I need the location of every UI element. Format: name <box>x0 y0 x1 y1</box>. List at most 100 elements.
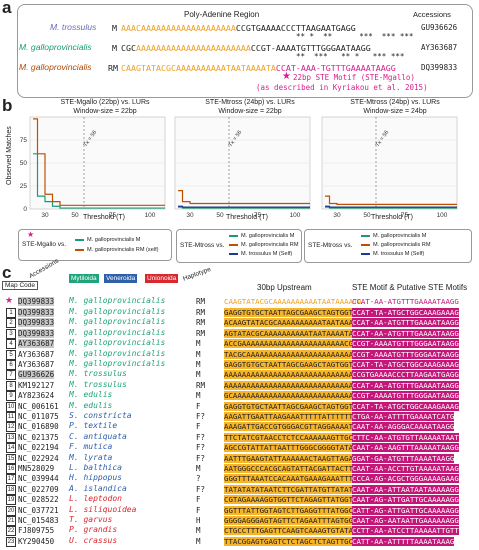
legend-item: M. trossulus M (Self) <box>229 251 292 257</box>
motif-seq: CTGA-AA-ATTTTGAAAATCATG <box>352 412 455 421</box>
motif-seq: CAAT-AG-ATTGATTGCAAAAAGG <box>352 495 459 505</box>
accession: AY363687 <box>18 349 55 359</box>
table-row: 16 MN528029 L. balthica M AATGGGCCCACGCAGTAT… <box>0 463 479 474</box>
table-row: 12 NC_016890 P. textile F AAAGATTGACCGTGGGAC… <box>0 421 479 433</box>
upstream-seq: TTCTATCGTAACCTCTCCAAAAAAGTTGCG <box>224 432 358 442</box>
legend-title: STE-Mgallo vs. <box>22 241 67 248</box>
upstream-seq: CGTAGAAAAGGTGGTTCTAGAGTTATGGTCT <box>224 495 362 505</box>
haplotype-label: F? <box>196 412 206 421</box>
upstream-seq: GGTTTATTGGTAGTCTTGAGGTTTATGGCT <box>224 505 358 515</box>
accession: FJ809755 <box>18 526 55 536</box>
series-line <box>33 118 165 206</box>
haplotype-header: Haplotype <box>182 265 212 283</box>
panel-letter-a: a <box>2 0 12 17</box>
x-tick-label: 75 <box>254 212 262 219</box>
map-code: 12 <box>6 422 16 433</box>
table-row: 11 NC_011075 S. constricta F? AAGATTGAATTAAG… <box>0 411 479 422</box>
table-row: 20 NC_037721 L. siliquoidea F GGTTTATTGGTAGT… <box>0 505 479 516</box>
table-row: 22 FJ809755 P. grandis M CTGCCTTTGAGTTCAAGTC… <box>0 525 479 537</box>
map-code-header: Map Code <box>2 281 38 290</box>
table-row: 2 DQ399833 M. galloprovincialis RM ACAAGTATA… <box>0 317 479 329</box>
motif-seq: CCAT-AA-ATGTTTGAAAATAAGG <box>352 380 459 390</box>
x-tick-label: 50 <box>71 212 79 219</box>
species-label: L. siliquoidea <box>69 504 137 514</box>
haplotype-label: M <box>196 360 201 369</box>
species-label: C. antiquata <box>69 431 127 441</box>
map-code: 11 <box>6 412 16 422</box>
accession: AY363687 <box>18 360 55 369</box>
accession: NC_022709 <box>18 484 59 494</box>
series-line <box>325 206 457 209</box>
map-code: 9 <box>6 391 16 402</box>
species-label: P. textile <box>69 421 118 431</box>
table-row: 4 AY363687 M. galloprovincialis M ACCGAAAAAA… <box>0 338 479 350</box>
motif-seq: CAAT-AA-ACCTTGTAAAAATAAG <box>352 464 459 473</box>
species-label: F. mutica <box>69 442 113 452</box>
haplotype-label: M <box>196 526 201 536</box>
table-row: 17 NC_039944 H. hippopus? GGGTTTAAATCCACAAA… <box>0 473 479 485</box>
upstream-seq: AGTATACGCAAAAAAAAAATAATAAAATACGC <box>224 328 367 338</box>
upstream-seq: AAAAAAAAAAAAAAAAAAAAAAAAAAAAA <box>224 370 354 380</box>
table-row: 10 NC_006161 M. edulis F GAGGTGTGCTAATTAGCGA… <box>0 401 479 412</box>
species-label: M. edulis <box>69 400 113 410</box>
x-tick-label: 30 <box>333 212 341 219</box>
star-icon: ★ <box>5 295 14 305</box>
haplotype-label: M <box>196 391 201 401</box>
map-code: 8 <box>6 380 16 391</box>
accession: NC_016890 <box>18 422 59 432</box>
haplotype-label: RM <box>196 318 206 328</box>
upstream-header: 30bp Upstream <box>257 283 312 292</box>
x-tick-label: 100 <box>437 212 448 219</box>
haplotype-label: M <box>196 349 201 359</box>
haplotype-label: F? <box>196 432 206 442</box>
x-tick-label: 75 <box>109 212 117 219</box>
map-code: 17 <box>6 474 16 485</box>
motif-seq: CCGT-AAAATGTTTGGGAATAAGG <box>352 339 459 349</box>
haplotype-label: F <box>196 495 201 505</box>
accession: AY363687 <box>421 43 458 52</box>
upstream-seq: TATATATATAATCTTCGATTATGTTATATA <box>224 484 358 494</box>
species-label: M. trossulus <box>69 379 127 389</box>
motif-seq: CCAT-TA-ATGCTGGCAAAGAAAG <box>352 308 459 317</box>
accession: KM192127 <box>18 380 55 390</box>
upstream-seq: AAGATTGAATTAAGAAATTTTTATTTTTTTT <box>224 412 362 421</box>
species-label: T. garvus <box>69 515 113 524</box>
legend-item: M. galloprovincialis M <box>75 237 140 243</box>
haplotype-label: M <box>112 23 117 33</box>
accession: AY823624 <box>18 391 55 401</box>
upstream-seq: AGCCGTATTATTAATTTGGGCGGGGTATA <box>224 443 354 453</box>
motif-seq: CATT-AA-ATTTTTAAAATAAAG <box>352 536 455 546</box>
upstream-seq: ACAAGTATACGCAAAAAAAAAATAATAAAATA <box>224 318 367 328</box>
accession: GU936626 <box>18 370 55 380</box>
motif-seq: CCAT-AA-ATGTTTGAAAATAAGG <box>352 318 459 328</box>
chart-subtitle: Window-size = 22bp <box>218 108 282 115</box>
legend-item: M. trossulus M (Self) <box>361 251 424 257</box>
species-label: M. galloprovincialis <box>19 62 92 72</box>
table-row: 13 NC_021375 C. antiquata F? TTCTATCGTAACCTC… <box>0 432 479 443</box>
sequence: CAAGTATACGCAAAAAAAAAATAATAAAATACCAT-AAA-… <box>121 63 396 73</box>
haplotype-label: M <box>196 536 201 546</box>
series-line <box>178 190 310 205</box>
accession: NC_037721 <box>18 505 59 515</box>
conservation-stars: ** * ** *** *** *** <box>296 32 414 41</box>
motif-seq: CCTT-AA-ATCCTTAAAAATTGTT <box>352 526 459 536</box>
table-row: 3 DQ399833 M. galloprovincialis RM AGTATACGC… <box>0 328 479 339</box>
x-tick-label: 100 <box>145 212 156 219</box>
y-tick-label: 50 <box>20 160 28 167</box>
motif-seq: CCGT-AAAATGTTTGGGAATAAGG <box>352 391 459 401</box>
legend: STE-Mtross vs. M. galloprovincialis M M.… <box>176 229 302 263</box>
species-label: A. islandica <box>69 483 127 493</box>
map-code: 22 <box>6 526 16 537</box>
haplotype-label: M <box>196 464 201 473</box>
chart-title: STE-Mtross (24bp) vs. LURs <box>205 99 295 106</box>
map-code: 4 <box>6 339 16 350</box>
table-row: 5 AY363687 M. galloprovincialis M TACGCAAAAA… <box>0 349 479 360</box>
accession: DQ399833 <box>18 308 55 317</box>
motif-seq: CCAT-AA-ATGTTTGAAAATAAGG <box>352 297 459 306</box>
panel-letter-b: b <box>2 96 13 115</box>
upstream-seq: AATGGGCCCACGCAGTATTACGATTACTT <box>224 464 354 473</box>
haplotype-label: M <box>196 339 201 349</box>
table-row: 23 KY290450 U. crassus M TTACGGAGTGAGTCTCTAG… <box>0 536 479 547</box>
motif-seq: CAAT-AA-AGGGACAAAATAAGG <box>352 422 455 432</box>
legend-item: M. galloprovincialis RM <box>361 242 431 248</box>
